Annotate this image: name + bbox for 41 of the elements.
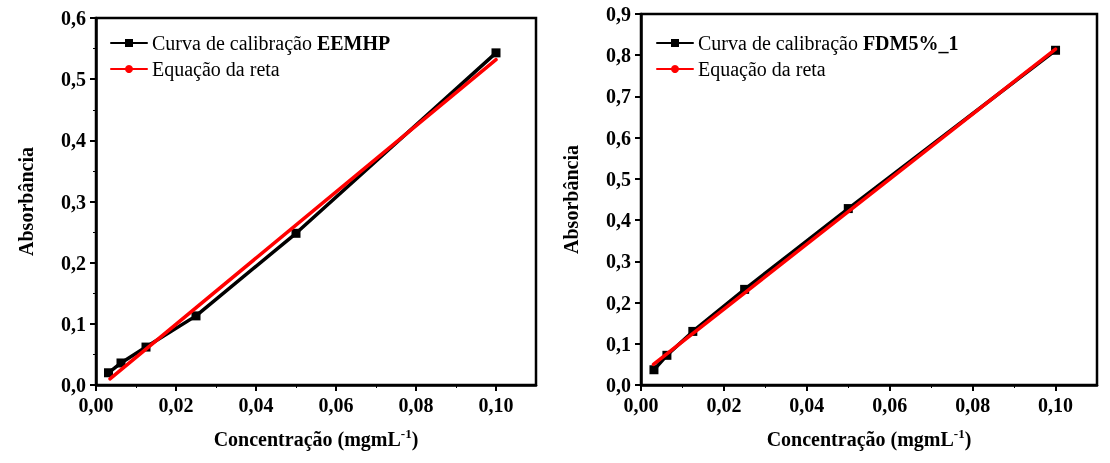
y-tick-label: 0,9 <box>606 3 631 25</box>
point <box>291 228 301 238</box>
point <box>104 368 113 378</box>
y-tick-label: 0,1 <box>61 312 86 335</box>
point <box>649 365 659 375</box>
legend-label: Equação da reta <box>698 58 826 81</box>
y-axis-title: Absorbância <box>560 145 582 254</box>
y-tick-label: 0,2 <box>61 251 86 274</box>
x-tick-label: 0,08 <box>955 394 991 416</box>
y-tick-label: 0,2 <box>606 291 631 314</box>
x-tick-label: 0,08 <box>398 394 434 416</box>
y-tick-label: 0,1 <box>606 332 631 355</box>
x-tick-label: 0,02 <box>158 394 194 416</box>
x-tick-label: 0,02 <box>706 394 742 416</box>
y-tick-label: 0,6 <box>606 126 631 149</box>
y-axis-title: Absorbância <box>15 147 37 256</box>
legend-label: Curva de calibração EEMHP <box>152 32 391 55</box>
point <box>116 358 126 368</box>
y-tick-label: 0,5 <box>61 68 86 91</box>
y-tick-label: 0,0 <box>606 374 631 396</box>
x-tick-label: 0,10 <box>478 394 514 416</box>
y-tick-label: 0,4 <box>61 129 86 152</box>
y-tick-label: 0,7 <box>606 85 631 108</box>
x-tick-label: 0,06 <box>872 394 908 416</box>
y-tick-label: 0,6 <box>61 7 86 29</box>
y-tick-label: 0,8 <box>606 44 631 67</box>
legend-label: Equação da reta <box>152 58 280 81</box>
y-tick-label: 0,4 <box>606 209 631 232</box>
x-tick-label: 0,00 <box>78 394 114 416</box>
point <box>491 48 501 58</box>
x-tick-label: 0,04 <box>789 394 825 416</box>
x-tick-label: 0,10 <box>1038 394 1074 416</box>
x-tick-label: 0,06 <box>318 394 354 416</box>
x-tick-label: 0,00 <box>623 394 659 416</box>
x-tick-label: 0,04 <box>238 394 274 416</box>
y-tick-label: 0,3 <box>606 250 631 273</box>
y-tick-label: 0,0 <box>61 374 86 396</box>
point <box>191 311 201 321</box>
legend-label: Curva de calibração FDM5%_1 <box>698 32 959 55</box>
y-tick-label: 0,5 <box>606 167 631 190</box>
y-tick-label: 0,3 <box>61 190 86 213</box>
